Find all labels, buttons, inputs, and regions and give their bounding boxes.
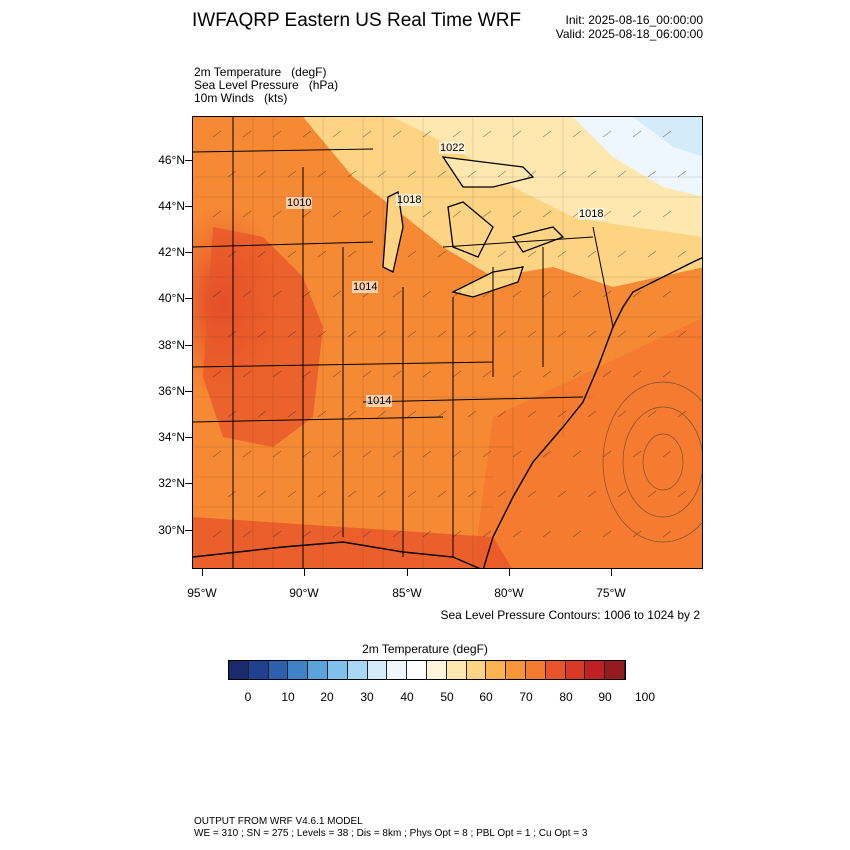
lat-tick — [185, 345, 192, 346]
contour-note: Sea Level Pressure Contours: 1006 to 102… — [440, 608, 701, 622]
colorbar-swatch — [545, 661, 566, 679]
colorbar-swatch — [407, 661, 427, 679]
pressure-label: 1014 — [352, 281, 379, 293]
colorbar-tick: 0 — [244, 690, 252, 704]
lat-tick — [185, 391, 192, 392]
lat-label: 32°N — [158, 476, 185, 490]
colorbar-swatch — [565, 661, 586, 679]
lat-label: 38°N — [158, 338, 185, 352]
lat-label: 44°N — [158, 199, 185, 213]
pressure-label: 1022 — [439, 142, 466, 154]
colorbar-swatch — [605, 661, 625, 679]
colorbar-swatch — [426, 661, 447, 679]
colorbar — [228, 660, 626, 680]
lat-tick — [185, 298, 192, 299]
colorbar-swatch — [486, 661, 507, 679]
lat-label: 30°N — [158, 523, 185, 537]
lat-label: 36°N — [158, 384, 185, 398]
colorbar-tick: 50 — [440, 690, 454, 704]
atlantic-coastline — [482, 257, 702, 568]
lat-tick — [185, 530, 192, 531]
colorbar-tick: 10 — [281, 690, 295, 704]
pressure-label: 1010 — [286, 197, 313, 209]
colorbar-swatch — [525, 661, 546, 679]
valid-time: Valid: 2025-08-18_06:00:00 — [555, 27, 703, 41]
lat-tick — [185, 160, 192, 161]
colorbar-swatch — [248, 661, 269, 679]
map-panel — [192, 116, 703, 569]
lat-label: 34°N — [158, 430, 185, 444]
lon-label: 90°W — [289, 586, 319, 600]
colorbar-swatch — [585, 661, 606, 679]
lon-label: 95°W — [187, 586, 217, 600]
lon-label: 85°W — [392, 586, 422, 600]
map-svg — [193, 117, 702, 568]
colorbar-tick: 60 — [479, 690, 493, 704]
state-borders — [193, 117, 614, 568]
colorbar-tick: 40 — [400, 690, 414, 704]
footer-model-info: OUTPUT FROM WRF V4.6.1 MODEL — [194, 816, 363, 827]
plot-title: IWFAQRP Eastern US Real Time WRF — [192, 10, 522, 31]
lon-tick — [304, 569, 305, 576]
colorbar-swatch — [308, 661, 328, 679]
wind-barbs — [212, 130, 687, 538]
lat-tick — [185, 483, 192, 484]
lon-label: 75°W — [596, 586, 626, 600]
field-label-pressure: Sea Level Pressure (hPa) — [194, 78, 339, 92]
colorbar-tick: 100 — [634, 690, 656, 704]
pressure-label: 1014 — [366, 395, 393, 407]
colorbar-swatch — [367, 661, 388, 679]
lat-label: 46°N — [158, 153, 185, 167]
lon-tick — [407, 569, 408, 576]
footer-config-info: WE = 310 ; SN = 275 ; Levels = 38 ; Dis … — [194, 828, 588, 839]
lon-tick — [202, 569, 203, 576]
gulf-coastline — [193, 541, 481, 568]
colorbar-swatch — [327, 661, 348, 679]
lat-label: 40°N — [158, 291, 185, 305]
colorbar-swatch — [466, 661, 487, 679]
colorbar-tick: 30 — [360, 690, 374, 704]
colorbar-swatch — [506, 661, 526, 679]
colorbar-swatch — [347, 661, 368, 679]
lat-label: 42°N — [158, 245, 185, 259]
pressure-label: 1018 — [396, 194, 423, 206]
colorbar-tick: 80 — [559, 690, 573, 704]
field-label-winds: 10m Winds (kts) — [194, 91, 288, 105]
colorbar-swatch — [446, 661, 467, 679]
init-time: Init: 2025-08-16_00:00:00 — [565, 13, 703, 27]
lat-tick — [185, 252, 192, 253]
colorbar-tick: 20 — [320, 690, 334, 704]
high-pressure-circulation — [602, 381, 702, 543]
colorbar-swatch — [288, 661, 309, 679]
lat-tick — [185, 206, 192, 207]
colorbar-title: 2m Temperature (degF) — [362, 642, 488, 656]
colorbar-tick: 70 — [519, 690, 533, 704]
colorbar-swatch — [229, 661, 249, 679]
colorbar-swatch — [387, 661, 408, 679]
colorbar-tick: 90 — [598, 690, 612, 704]
lon-tick — [611, 569, 612, 576]
county-borders — [193, 117, 702, 568]
lon-tick — [509, 569, 510, 576]
field-label-temperature: 2m Temperature (degF) — [194, 65, 327, 79]
lat-tick — [185, 437, 192, 438]
lon-label: 80°W — [494, 586, 524, 600]
colorbar-swatch — [268, 661, 289, 679]
pressure-label: 1018 — [578, 208, 605, 220]
